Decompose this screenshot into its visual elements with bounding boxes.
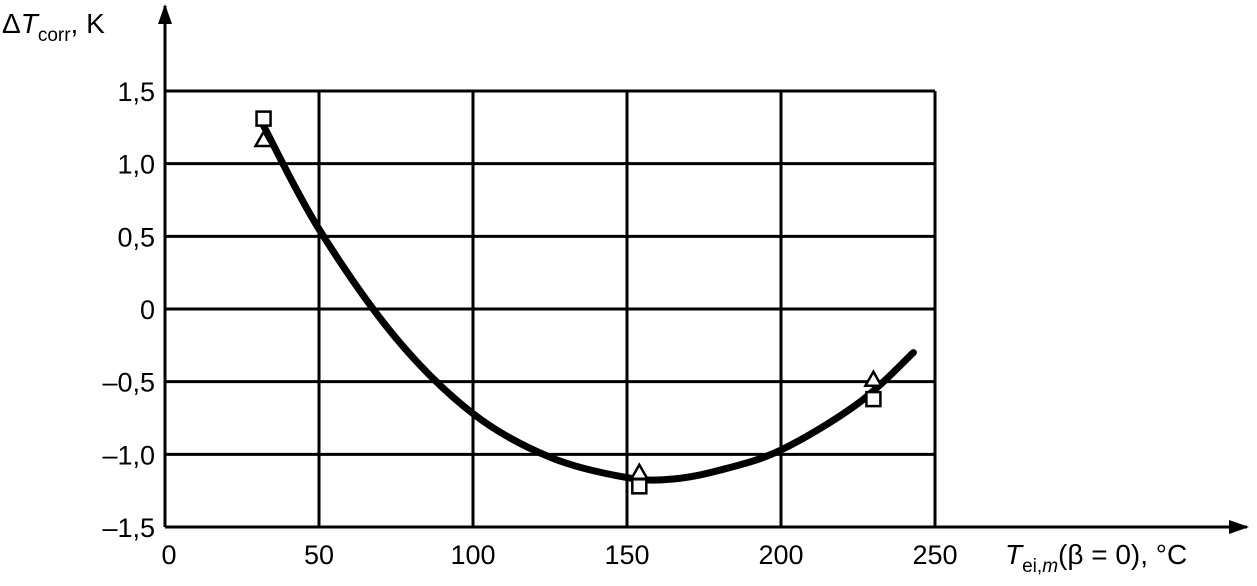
- x-tick-label-4: 200: [758, 540, 803, 570]
- y-tick-label-4: –0,5: [102, 368, 155, 398]
- x-tick-label-5: 250: [912, 540, 957, 570]
- x-tick-label-0: 0: [161, 540, 176, 570]
- triangle-marker-1: [629, 462, 650, 481]
- y-axis-title-main: T: [21, 8, 40, 39]
- y-tick-label-1: 1,0: [117, 150, 155, 180]
- square-marker-0: [255, 110, 272, 127]
- x-tick-labels: 0 50 100 150 200 250: [161, 540, 957, 570]
- y-axis-title-tail: , K: [71, 8, 106, 39]
- y-tick-label-2: 0,5: [117, 222, 155, 252]
- y-tick-label-5: –1,0: [102, 440, 155, 470]
- x-tick-label-1: 50: [304, 540, 334, 570]
- y-tick-label-6: –1,5: [102, 513, 155, 543]
- x-axis-title: Tei,m(β = 0), °C: [1005, 539, 1187, 577]
- y-axis-title-sub: corr: [38, 25, 71, 46]
- y-tick-label-0: 1,5: [117, 77, 155, 107]
- x-axis-title-sub: ei,: [1022, 556, 1042, 577]
- y-axis-title: ΔTcorr, K: [2, 8, 105, 46]
- y-tick-label-3: 0: [140, 295, 155, 325]
- x-tick-label-2: 100: [450, 540, 495, 570]
- x-axis-title-sub-italic: m: [1042, 556, 1058, 577]
- x-axis-title-main: T: [1005, 539, 1024, 570]
- triangle-marker-2: [863, 369, 884, 388]
- triangle-marker-0: [253, 129, 274, 148]
- x-tick-label-3: 150: [604, 540, 649, 570]
- square-marker-1: [631, 478, 648, 495]
- data-markers: [253, 110, 884, 495]
- y-axis-title-prefix: Δ: [2, 8, 21, 39]
- fit-curve: [260, 122, 917, 484]
- square-marker-2: [865, 390, 882, 408]
- x-axis-title-tail: (β = 0), °C: [1058, 539, 1187, 570]
- y-tick-labels: 1,5 1,0 0,5 0 –0,5 –1,0 –1,5: [102, 77, 155, 543]
